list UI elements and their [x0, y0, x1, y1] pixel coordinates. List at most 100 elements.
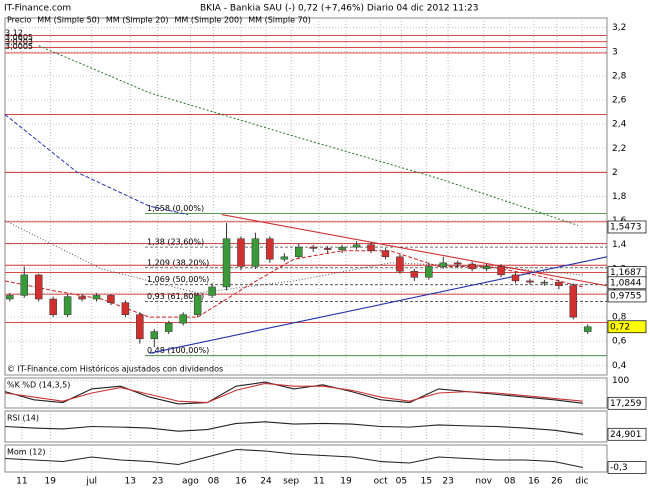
- x-tick-label: sep: [283, 477, 299, 487]
- y-tick-label: 2,6: [612, 96, 627, 106]
- x-tick-label: 24: [260, 477, 272, 487]
- price-label: 1,0844: [610, 278, 642, 288]
- series-line: [4, 381, 583, 405]
- candle-body: [396, 256, 404, 272]
- y-tick-label: 1,4: [612, 240, 627, 250]
- candle-body: [453, 262, 462, 265]
- legend-entry: MM (Simple 200): [175, 16, 243, 25]
- corner-label: 3,0203: [5, 38, 33, 47]
- legend-entry: MM (Simple 20): [106, 16, 169, 25]
- fib-label: 0,93 (61,80%): [147, 292, 204, 301]
- fib-label: 1,38 (23,60%): [147, 238, 204, 247]
- legend-entry: Precio: [7, 16, 31, 25]
- candle-body: [367, 244, 375, 252]
- y-tick-label: 2,4: [612, 120, 627, 130]
- y-tick-label: 3,2: [612, 23, 626, 33]
- site-name: IT-Finance.com: [4, 4, 71, 14]
- series-line: [221, 214, 608, 287]
- x-tick-label: 19: [45, 477, 57, 487]
- corner-label: 3,0005: [5, 42, 33, 51]
- candle-body: [6, 295, 14, 300]
- price-label: 1,1687: [610, 268, 642, 278]
- y-tick-label: 3: [612, 47, 618, 57]
- chart-title: BKIA - Bankia SAU (-) 0,72 (+7,46%) Diar…: [200, 4, 478, 14]
- candle-body: [222, 238, 231, 288]
- candle-body: [511, 274, 520, 282]
- candle-body: [49, 298, 57, 315]
- candle-body: [338, 246, 346, 250]
- current-value: 17,259: [610, 399, 642, 409]
- candle-body: [164, 322, 173, 332]
- current-value: 24,901: [610, 430, 642, 440]
- series-line: [4, 382, 583, 404]
- candle-body: [150, 331, 159, 340]
- legend-entry: MM (Simple 70): [248, 16, 311, 25]
- x-tick-label: nov: [475, 477, 492, 487]
- y-tick-label: 2,8: [612, 71, 627, 81]
- candle-body: [410, 271, 419, 278]
- x-tick-label: 08: [504, 477, 516, 487]
- candle-body: [237, 238, 245, 267]
- x-tick-label: 08: [208, 477, 220, 487]
- candle-body: [309, 246, 317, 249]
- x-tick-label: 15: [421, 477, 432, 487]
- series-line: [4, 421, 583, 435]
- price-label-box: [607, 320, 647, 334]
- x-tick-label: 16: [528, 477, 540, 487]
- candle-body: [295, 246, 303, 258]
- price-label-box: [607, 276, 647, 290]
- fib-label: 1,209 (38,20%): [147, 258, 209, 267]
- candle-body: [555, 281, 563, 286]
- panel-title: %K %D (14,3,5): [7, 381, 70, 390]
- x-tick-label: dic: [575, 477, 588, 487]
- candle-body: [468, 263, 476, 270]
- x-tick-label: ago: [182, 477, 199, 487]
- x-tick-label: 13: [124, 477, 135, 487]
- legend-entry: MM (Simple 50): [37, 16, 100, 25]
- x-tick-label: 23: [152, 477, 163, 487]
- candle-body: [121, 302, 130, 315]
- y-tick-label: 100: [612, 376, 629, 386]
- candle-body: [92, 295, 101, 300]
- candle-body: [381, 250, 390, 258]
- candle-body: [78, 296, 86, 300]
- candle-body: [20, 274, 29, 296]
- y-tick-label: 2,2: [612, 144, 626, 154]
- x-tick-label: 26: [551, 477, 563, 487]
- candle-body: [439, 262, 448, 267]
- candle-body: [251, 238, 260, 267]
- candle-body: [179, 314, 187, 324]
- y-tick-label: 2: [612, 168, 618, 178]
- candle-body: [425, 266, 433, 278]
- corner-label: 3,0605: [5, 33, 33, 42]
- candle-body: [208, 286, 216, 296]
- fib-label: 0,48 (100,00%): [147, 346, 209, 355]
- x-tick-label: jul: [85, 477, 97, 487]
- current-value-box: [607, 396, 647, 410]
- current-value-box: [607, 461, 647, 474]
- fib-label: 1,069 (50,00%): [147, 275, 209, 284]
- y-tick-label: 1,8: [612, 192, 627, 202]
- fib-label: 1,658 (0,00%): [147, 204, 204, 213]
- corner-label: 3,12: [5, 29, 23, 38]
- candle-body: [352, 244, 361, 248]
- price-label-box: [607, 220, 647, 234]
- series-line: [4, 114, 189, 216]
- candle-body: [540, 281, 549, 284]
- current-value-box: [607, 427, 647, 441]
- y-tick-label: 0,4: [612, 361, 627, 371]
- candle-body: [583, 326, 592, 332]
- panel-title: RSI (14): [7, 414, 39, 423]
- candle-body: [34, 274, 43, 300]
- candle-body: [193, 295, 202, 315]
- price-label: 0,9755: [610, 291, 642, 301]
- x-tick-label: 16: [235, 477, 247, 487]
- candle-body: [63, 296, 72, 315]
- series-line: [149, 256, 608, 354]
- y-tick-label: 0,6: [612, 337, 627, 347]
- candle-body: [323, 248, 332, 250]
- x-tick-label: 05: [396, 477, 407, 487]
- candle-body: [482, 266, 491, 270]
- x-tick-label: oct: [374, 477, 388, 487]
